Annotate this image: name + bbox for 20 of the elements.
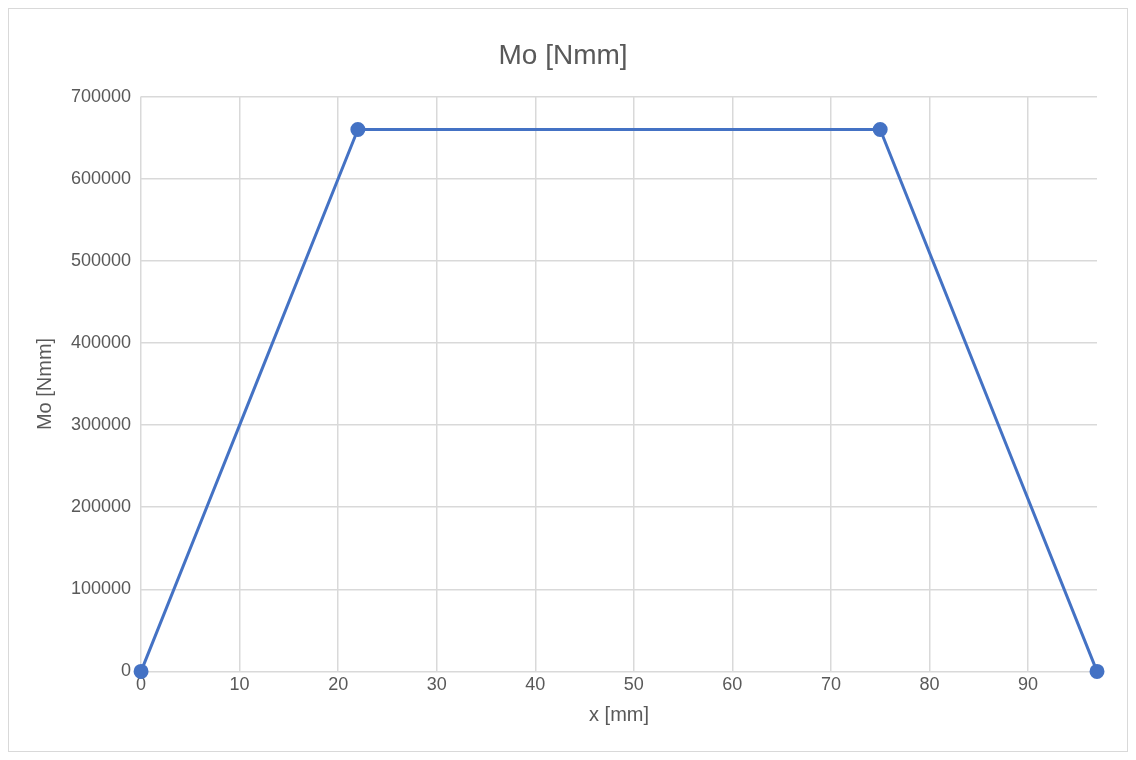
x-tick-label: 80 — [919, 674, 940, 695]
x-tick-label: 20 — [328, 674, 349, 695]
x-tick-label: 40 — [525, 674, 546, 695]
x-axis-title: x [mm] — [589, 702, 650, 725]
x-tick-label: 10 — [229, 674, 250, 695]
x-tick-label: 60 — [722, 674, 743, 695]
x-tick-label: 50 — [623, 674, 644, 695]
y-tick-label: 300000 — [70, 414, 132, 435]
y-tick-label: 600000 — [70, 167, 132, 188]
y-tick-label: 200000 — [70, 496, 132, 517]
x-tick-label: 30 — [426, 674, 447, 695]
x-tick-label: 70 — [820, 674, 841, 695]
y-axis-title: Mo [Nmm] — [32, 337, 55, 431]
y-tick-label: 500000 — [70, 249, 132, 270]
y-tick-label: 400000 — [70, 331, 132, 352]
y-tick-label: 0 — [121, 660, 132, 681]
y-tick-label: 100000 — [70, 578, 132, 599]
y-tick-label: 700000 — [70, 85, 132, 106]
chart-title: Mo [Nmm] — [498, 38, 628, 70]
x-tick-label: 90 — [1018, 674, 1039, 695]
